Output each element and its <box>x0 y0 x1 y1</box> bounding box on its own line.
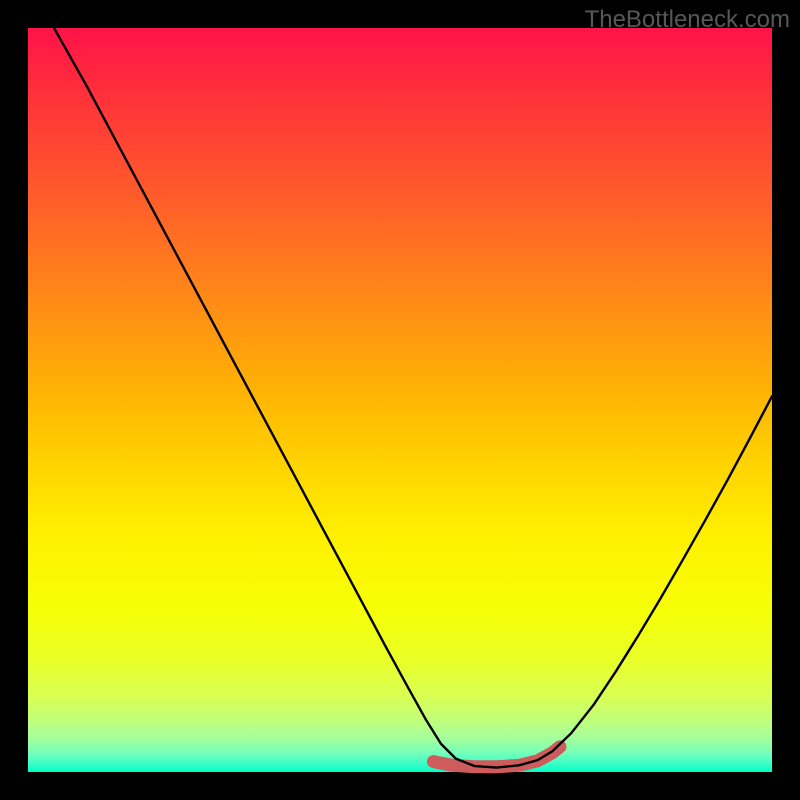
chart-frame: TheBottleneck.com <box>0 0 800 800</box>
bottleneck-chart <box>0 0 800 800</box>
gradient-background <box>28 28 772 772</box>
watermark-text: TheBottleneck.com <box>585 6 790 34</box>
